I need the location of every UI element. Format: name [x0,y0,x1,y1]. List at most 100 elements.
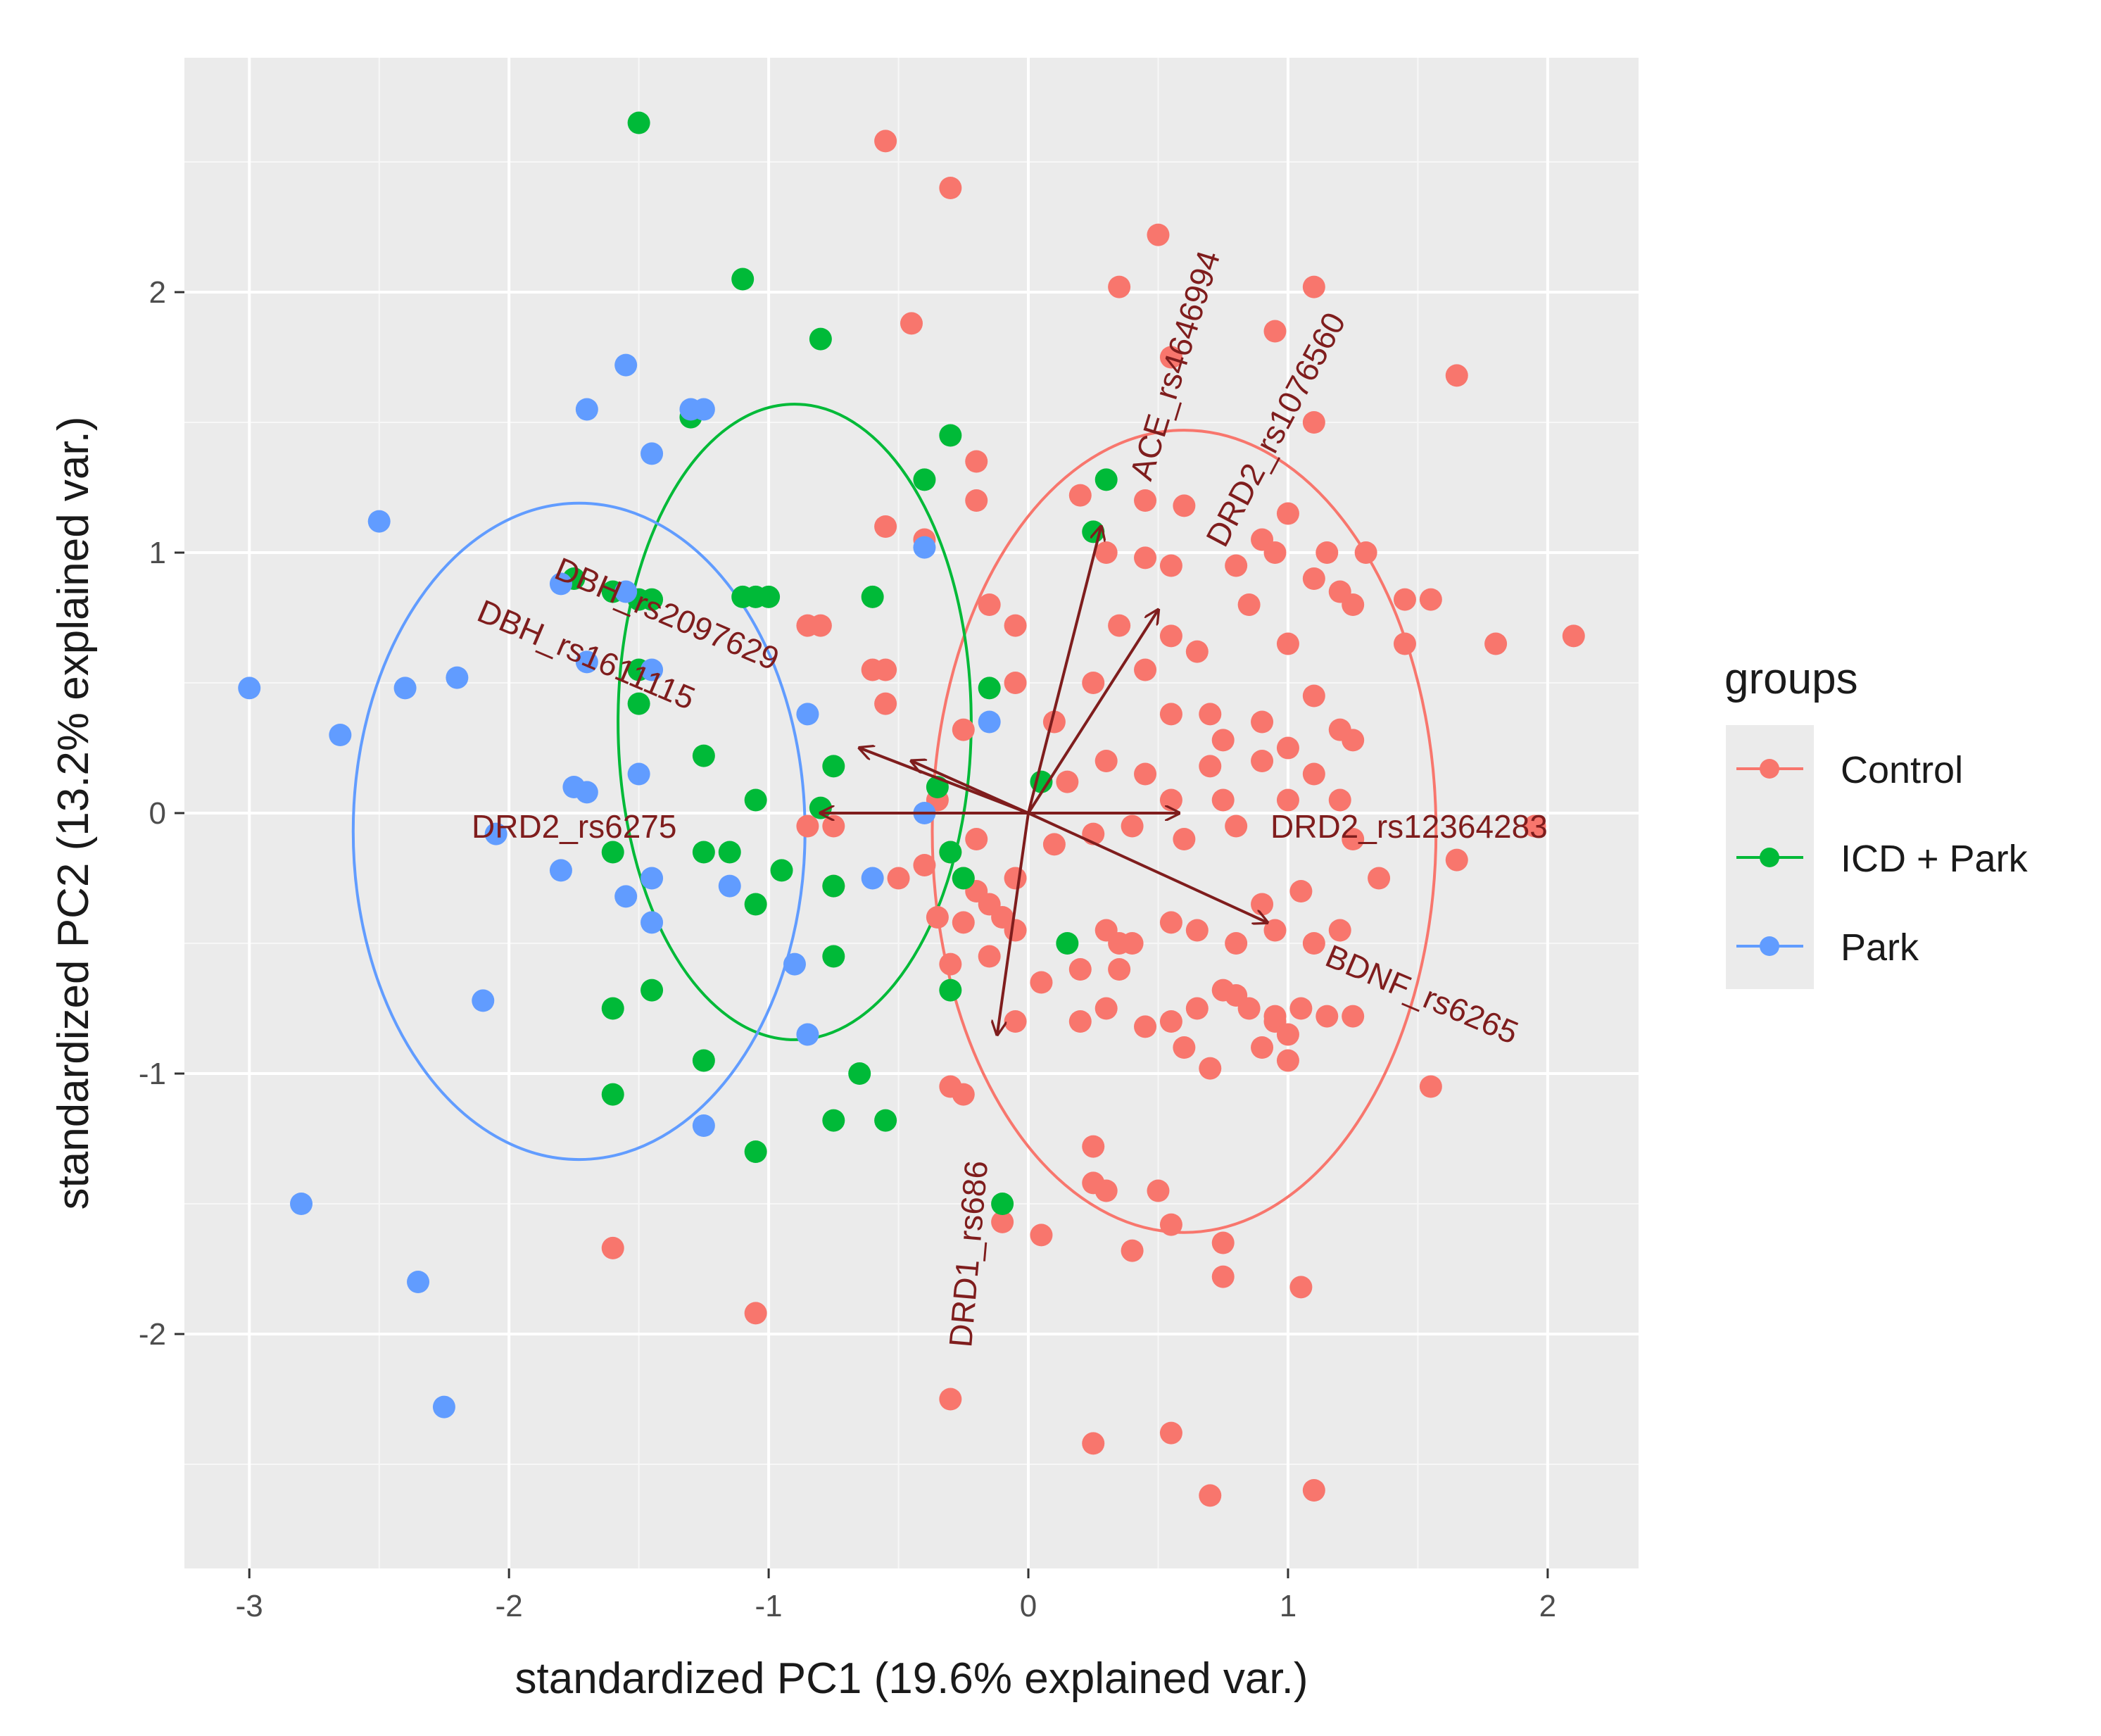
point-control [939,177,962,199]
point-control [913,854,936,876]
point-park [367,510,391,533]
point-park [238,677,261,700]
point-control [1276,1023,1299,1046]
point-control [1004,614,1027,637]
point-control [1484,632,1508,655]
point-control [1159,1421,1182,1445]
point-control [1134,762,1157,786]
point-control [1342,828,1365,850]
point-control [1251,750,1274,772]
point-control [1159,703,1182,726]
y-tick-label: 0 [149,796,166,831]
point-park [575,650,598,674]
point-control [1276,736,1299,760]
point-control [1199,1484,1222,1507]
point-park [641,911,664,934]
point-control [926,906,949,929]
point-control [1173,1036,1196,1059]
point-control [1042,833,1066,856]
loading-arrows [821,527,1268,1035]
x-axis-title: standardized PC1 (19.6% explained var.) [515,1654,1308,1703]
point-control [1004,1010,1027,1033]
point-control [1302,567,1325,590]
loading-arrow-drd2-rs1076560 [1027,610,1158,814]
point-control [1199,755,1222,778]
point-control [1368,867,1391,890]
point-park [796,1023,819,1046]
point-control [1185,919,1209,942]
point-control [978,945,1001,968]
point-control [1121,932,1144,955]
point-control [1082,672,1105,694]
point-park [393,677,417,700]
point-control [1147,223,1170,246]
point-park [641,442,664,465]
point-control [1211,1231,1235,1254]
point-control [1211,729,1235,752]
point-control [1302,411,1325,434]
point-control [874,130,897,153]
point-control [1225,932,1248,955]
point-control [1445,848,1468,872]
point-control [1068,484,1092,507]
point-control [1159,624,1182,648]
point-control [1094,750,1118,772]
point-park [549,572,572,596]
point-control [1289,997,1313,1020]
point-icd-park [757,585,781,608]
point-icd-park [978,677,1001,700]
point-park [692,398,715,421]
y-axis-title: standardized PC2 (13.2% explained var.) [49,417,98,1210]
point-control [1289,880,1313,902]
y-tick-label: 1 [149,536,166,570]
point-control [1263,541,1287,564]
point-control [1094,997,1118,1020]
point-control [1342,1005,1365,1028]
point-control [1094,1179,1118,1202]
loading-arrow-ace-rs4646994 [1027,527,1101,814]
point-icd-park [913,468,936,491]
point-icd-park [822,755,845,778]
point-control [1030,1224,1053,1247]
point-park [575,781,598,804]
loading-arrow-drd1-rs686 [997,812,1030,1035]
data-points [238,111,1585,1507]
point-control [952,718,975,741]
point-control [1276,788,1299,812]
point-control [1159,788,1182,812]
x-tick-label: 1 [1280,1589,1296,1623]
point-park [329,724,352,746]
y-tick-label: 2 [149,275,166,310]
x-tick-label: 2 [1539,1589,1556,1623]
point-control [1056,770,1079,793]
point-control [1342,729,1365,752]
point-control [1419,588,1442,611]
point-control [1342,593,1365,616]
legend: groups Control ICD + Park Park [1724,655,2029,989]
point-park [641,658,664,681]
point-icd-park [744,1140,767,1163]
point-icd-park [952,867,975,890]
point-control [1173,494,1196,517]
point-control [1134,658,1157,681]
point-control [939,1388,962,1411]
point-icd-park [1094,468,1118,491]
x-tick-label: -1 [755,1589,783,1623]
x-axis-ticks: -3 -2 -1 0 1 2 [236,1589,1556,1623]
point-control [1393,588,1416,611]
point-control [1068,958,1092,981]
legend-key-park-dot [1760,936,1779,956]
point-control [887,867,910,890]
point-park [718,874,741,898]
point-control [1237,593,1261,616]
point-control [1562,624,1585,648]
point-icd-park [822,1109,845,1132]
point-icd-park [627,692,650,715]
point-control [796,814,819,838]
point-icd-park [627,111,650,134]
point-icd-park [641,588,664,611]
point-control [965,450,988,473]
point-control [1523,814,1546,838]
point-control [1199,1057,1222,1080]
